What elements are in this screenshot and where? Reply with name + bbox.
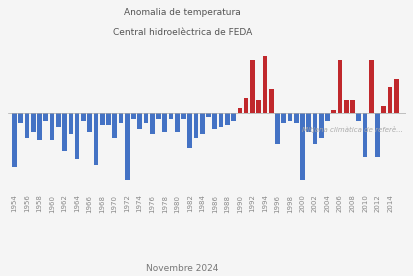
Text: Central hidroelèctrica de FEDA: Central hidroelèctrica de FEDA xyxy=(112,28,251,37)
Bar xyxy=(293,113,298,123)
Bar xyxy=(193,113,198,138)
Bar xyxy=(62,113,67,152)
Bar xyxy=(231,113,235,121)
Bar xyxy=(181,113,185,119)
Bar xyxy=(118,113,123,123)
Bar xyxy=(125,113,129,180)
Text: Novembre 2024: Novembre 2024 xyxy=(146,264,218,273)
Bar xyxy=(393,79,398,113)
Bar xyxy=(168,113,173,119)
Bar xyxy=(324,113,329,121)
Bar xyxy=(312,113,316,144)
Bar xyxy=(93,113,98,165)
Bar xyxy=(137,113,142,129)
Bar xyxy=(87,113,92,132)
Bar xyxy=(237,108,242,113)
Bar xyxy=(349,100,354,113)
Bar xyxy=(43,113,48,121)
Bar xyxy=(31,113,36,132)
Bar xyxy=(25,113,29,138)
Bar xyxy=(362,113,366,157)
Bar xyxy=(256,100,260,113)
Bar xyxy=(199,113,204,134)
Bar xyxy=(131,113,135,119)
Bar xyxy=(299,113,304,180)
Bar xyxy=(380,106,385,113)
Bar xyxy=(306,113,310,132)
Bar xyxy=(175,113,179,132)
Bar xyxy=(374,113,379,157)
Bar xyxy=(281,113,285,123)
Bar xyxy=(337,60,342,113)
Bar xyxy=(143,113,148,123)
Bar xyxy=(156,113,161,119)
Bar xyxy=(100,113,104,125)
Bar xyxy=(249,60,254,113)
Bar xyxy=(19,113,23,123)
Bar xyxy=(56,113,61,127)
Bar xyxy=(368,60,373,113)
Bar xyxy=(343,100,348,113)
Bar xyxy=(112,113,117,138)
Bar xyxy=(218,113,223,127)
Bar xyxy=(162,113,167,132)
Bar xyxy=(75,113,79,159)
Bar xyxy=(243,98,248,113)
Bar xyxy=(268,89,273,113)
Bar xyxy=(37,113,42,140)
Bar xyxy=(330,110,335,113)
Bar xyxy=(12,113,17,167)
Bar xyxy=(287,113,292,121)
Bar xyxy=(206,113,210,117)
Bar xyxy=(150,113,154,134)
Bar xyxy=(81,113,85,121)
Bar xyxy=(262,56,267,113)
Text: Anomalia de temperatura: Anomalia de temperatura xyxy=(123,8,240,17)
Bar xyxy=(318,113,323,138)
Bar xyxy=(106,113,111,125)
Bar xyxy=(356,113,360,121)
Bar xyxy=(187,113,192,148)
Bar xyxy=(274,113,279,144)
Bar xyxy=(387,87,392,113)
Bar xyxy=(212,113,217,129)
Bar xyxy=(224,113,229,125)
Text: Mitjana climàtica de referè...: Mitjana climàtica de referè... xyxy=(301,126,401,133)
Bar xyxy=(69,113,73,134)
Bar xyxy=(50,113,54,140)
